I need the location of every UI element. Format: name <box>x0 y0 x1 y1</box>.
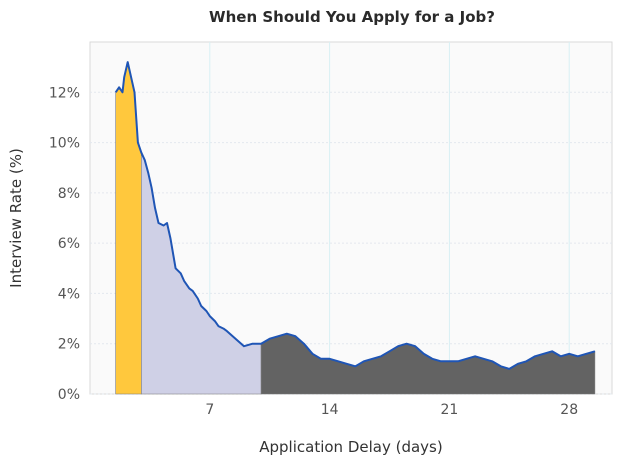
y-tick-label: 2% <box>58 337 80 353</box>
y-tick-label: 10% <box>49 136 80 152</box>
x-tick-label: 14 <box>321 402 339 418</box>
y-axis-label: Interview Rate (%) <box>7 148 25 288</box>
y-tick-label: 0% <box>58 387 80 403</box>
y-ticks: 0% 2% 4% 6% 8% 10% 12% <box>49 85 80 403</box>
x-axis-label: Application Delay (days) <box>259 438 442 456</box>
y-tick-label: 12% <box>49 85 80 101</box>
series-line <box>114 61 596 370</box>
x-tick-label: 21 <box>440 402 458 418</box>
series-line-layer <box>114 61 596 370</box>
y-tick-label: 4% <box>58 286 80 302</box>
x-ticks: 7 14 21 28 <box>205 402 578 418</box>
x-tick-label: 28 <box>560 402 578 418</box>
chart-title: When Should You Apply for a Job? <box>209 8 495 26</box>
y-tick-label: 8% <box>58 186 80 202</box>
y-tick-label: 6% <box>58 236 80 252</box>
x-tick-label: 7 <box>205 402 214 418</box>
